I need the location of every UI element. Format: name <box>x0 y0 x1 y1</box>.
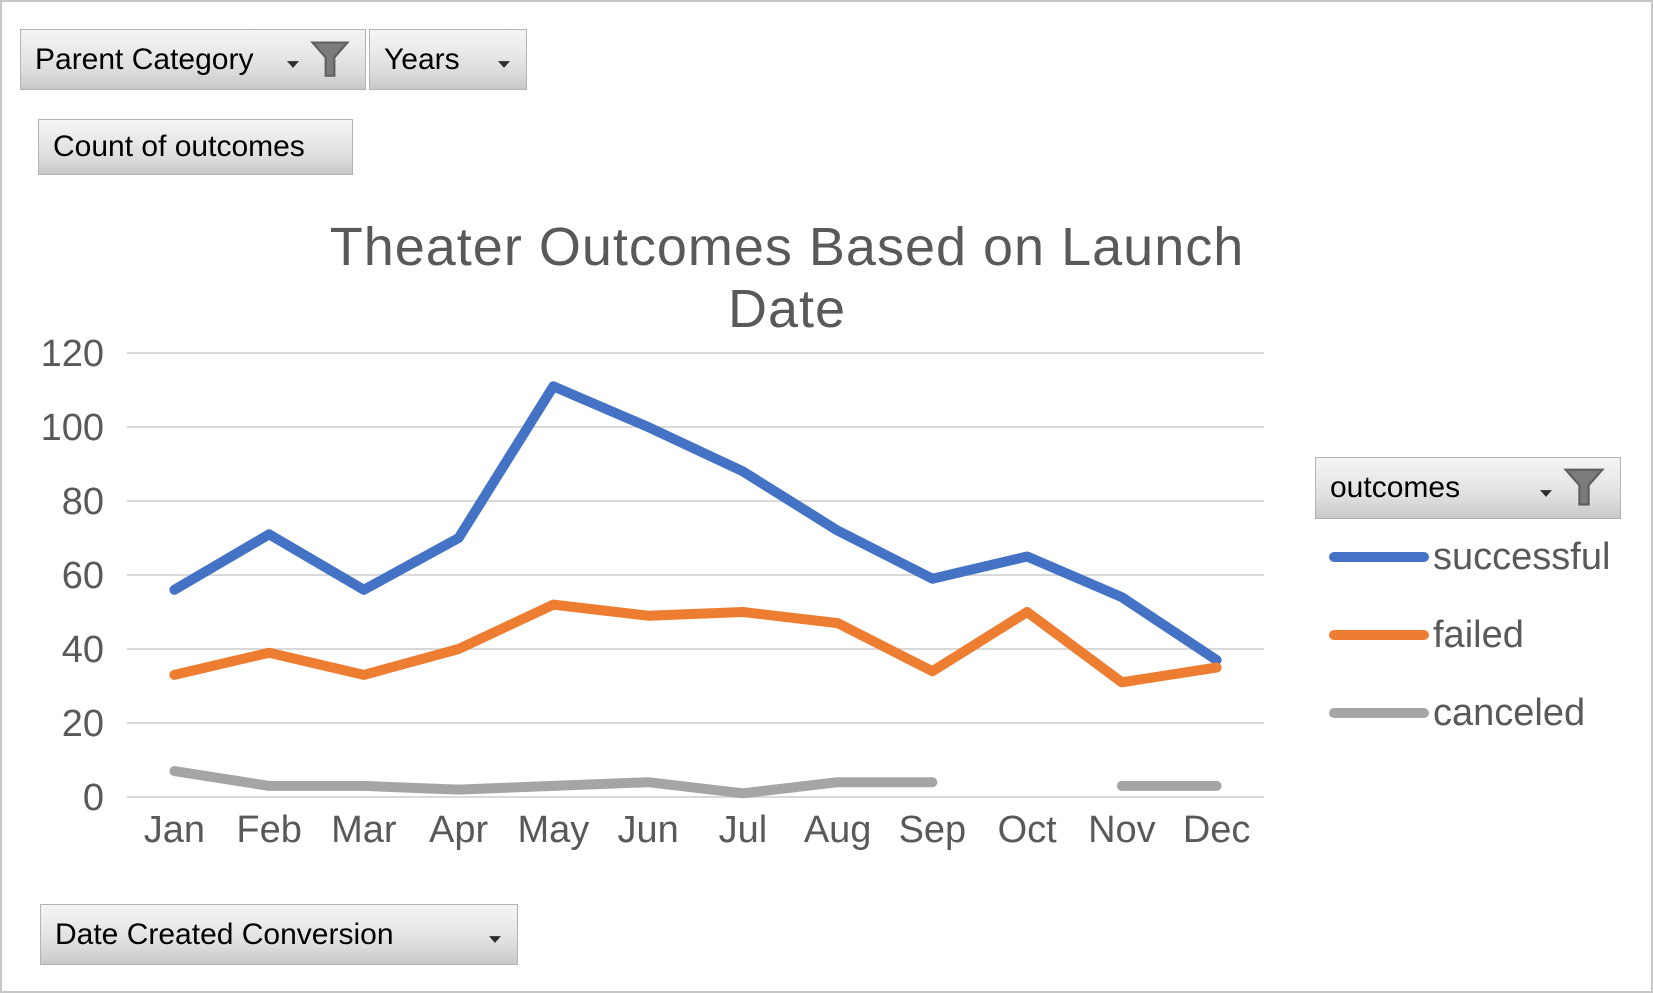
y-axis-labels: 0 20 40 60 80 100 120 <box>41 333 104 819</box>
axis-field-button-date-created-conversion[interactable]: Date Created Conversion <box>40 904 518 965</box>
filter-funnel-icon <box>1563 468 1605 506</box>
svg-text:Apr: Apr <box>429 809 488 851</box>
legend-swatch-canceled <box>1329 708 1429 718</box>
legend-field-label: outcomes <box>1330 471 1461 504</box>
legend-field-button-outcomes[interactable]: outcomes <box>1315 457 1621 519</box>
svg-text:80: 80 <box>62 481 104 523</box>
chevron-down-icon <box>498 61 510 68</box>
chevron-down-icon <box>1540 489 1552 497</box>
x-axis-labels: Jan Feb Mar Apr May Jun Jul Aug Sep Oct Nov Dec <box>144 809 1251 851</box>
filter-button-years[interactable]: Years <box>369 29 527 90</box>
svg-text:120: 120 <box>41 333 104 375</box>
series-line-canceled <box>169 766 938 799</box>
svg-text:Aug: Aug <box>804 809 872 851</box>
chevron-down-icon <box>489 936 501 943</box>
svg-text:Sep: Sep <box>899 809 967 851</box>
gridlines <box>127 352 1264 798</box>
legend-swatch-successful <box>1329 552 1429 562</box>
svg-text:Dec: Dec <box>1183 809 1251 851</box>
svg-text:May: May <box>517 809 589 851</box>
svg-text:Nov: Nov <box>1088 809 1156 851</box>
svg-text:Oct: Oct <box>998 809 1058 851</box>
series-line-failed <box>169 599 1222 688</box>
svg-text:0: 0 <box>83 777 104 819</box>
svg-text:100: 100 <box>41 407 104 449</box>
value-field-label: Count of outcomes <box>53 130 305 163</box>
series-lines <box>169 381 1222 799</box>
chevron-down-icon <box>287 61 299 68</box>
filter-button-label: Years <box>384 42 460 76</box>
legend-label-successful: successful <box>1433 535 1611 578</box>
chart-legend: successful failed canceled <box>1329 518 1610 752</box>
axis-field-label: Date Created Conversion <box>55 917 394 951</box>
filter-button-parent-category[interactable]: Parent Category <box>20 29 366 90</box>
svg-text:Feb: Feb <box>236 809 301 851</box>
legend-label-canceled: canceled <box>1433 691 1586 734</box>
svg-text:Jan: Jan <box>144 809 205 851</box>
legend-swatch-failed <box>1329 630 1429 640</box>
svg-text:Jun: Jun <box>617 809 678 851</box>
svg-text:Mar: Mar <box>331 809 397 851</box>
chart-title: Theater Outcomes Based on Launch Date <box>329 217 1245 339</box>
filter-funnel-icon <box>310 40 350 77</box>
legend-item-failed: failed <box>1329 596 1610 674</box>
filter-button-label: Parent Category <box>35 42 254 76</box>
legend-label-failed: failed <box>1433 613 1524 656</box>
legend-item-canceled: canceled <box>1329 674 1610 752</box>
legend-item-successful: successful <box>1329 518 1610 596</box>
series-line-successful <box>169 381 1222 666</box>
svg-text:60: 60 <box>62 555 104 597</box>
svg-text:20: 20 <box>62 703 104 745</box>
svg-text:40: 40 <box>62 629 104 671</box>
svg-text:Jul: Jul <box>719 809 768 851</box>
value-field-button-count-of-outcomes[interactable]: Count of outcomes <box>38 119 353 175</box>
